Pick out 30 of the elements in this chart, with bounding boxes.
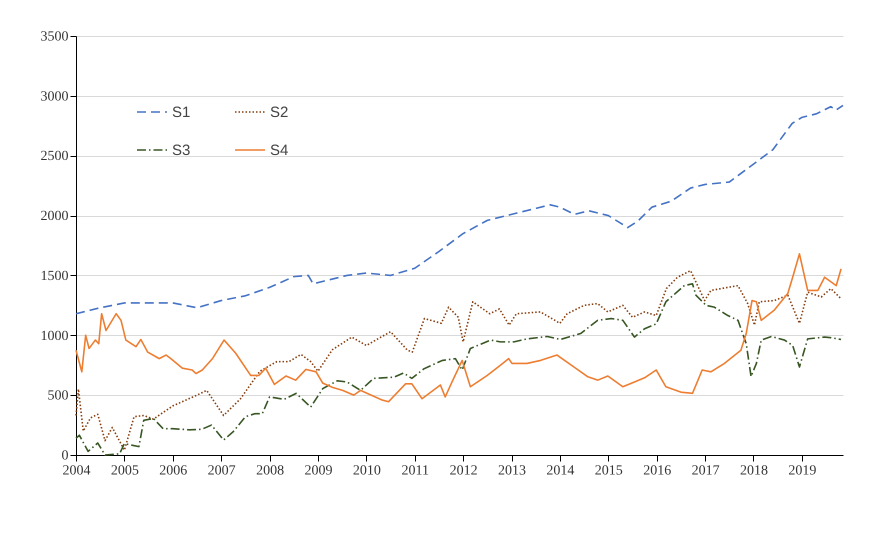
y-tick-label: 2500 <box>40 149 68 164</box>
x-tick-label: 2012 <box>450 464 478 478</box>
x-tick-label: 2005 <box>110 464 139 478</box>
x-tick-label: 2010 <box>352 464 381 478</box>
x-tick-label: 2006 <box>159 464 188 478</box>
y-tick-label: 3500 <box>40 30 68 44</box>
x-tick-label: 2009 <box>304 464 332 478</box>
legend-label: S4 <box>270 142 288 159</box>
x-tick-label: 2011 <box>401 464 429 478</box>
x-tick-label: 2004 <box>62 464 90 478</box>
legend-label: S2 <box>270 104 288 121</box>
y-tick-label: 500 <box>48 388 68 404</box>
x-tick-label: 2013 <box>498 464 526 478</box>
x-tick-label: 2016 <box>643 464 672 478</box>
legend-label: S3 <box>172 142 190 159</box>
legend-label: S1 <box>172 104 190 121</box>
x-tick-label: 2019 <box>788 464 816 478</box>
x-tick-label: 2018 <box>740 464 768 478</box>
line-series <box>75 253 842 403</box>
x-tick-label: 2008 <box>256 464 284 478</box>
line-series <box>75 104 844 315</box>
y-tick-label: 1000 <box>40 328 68 344</box>
x-tick-label: 2017 <box>692 464 720 478</box>
y-tick-label: 0 <box>62 448 68 464</box>
x-tick-label: 2015 <box>594 464 623 478</box>
x-tick-label: 2007 <box>208 464 236 478</box>
y-tick-label: 3000 <box>40 89 68 104</box>
x-tick-label: 2014 <box>546 464 574 478</box>
y-tick-label: 1500 <box>40 268 68 284</box>
y-tick-label: 2000 <box>40 209 68 224</box>
